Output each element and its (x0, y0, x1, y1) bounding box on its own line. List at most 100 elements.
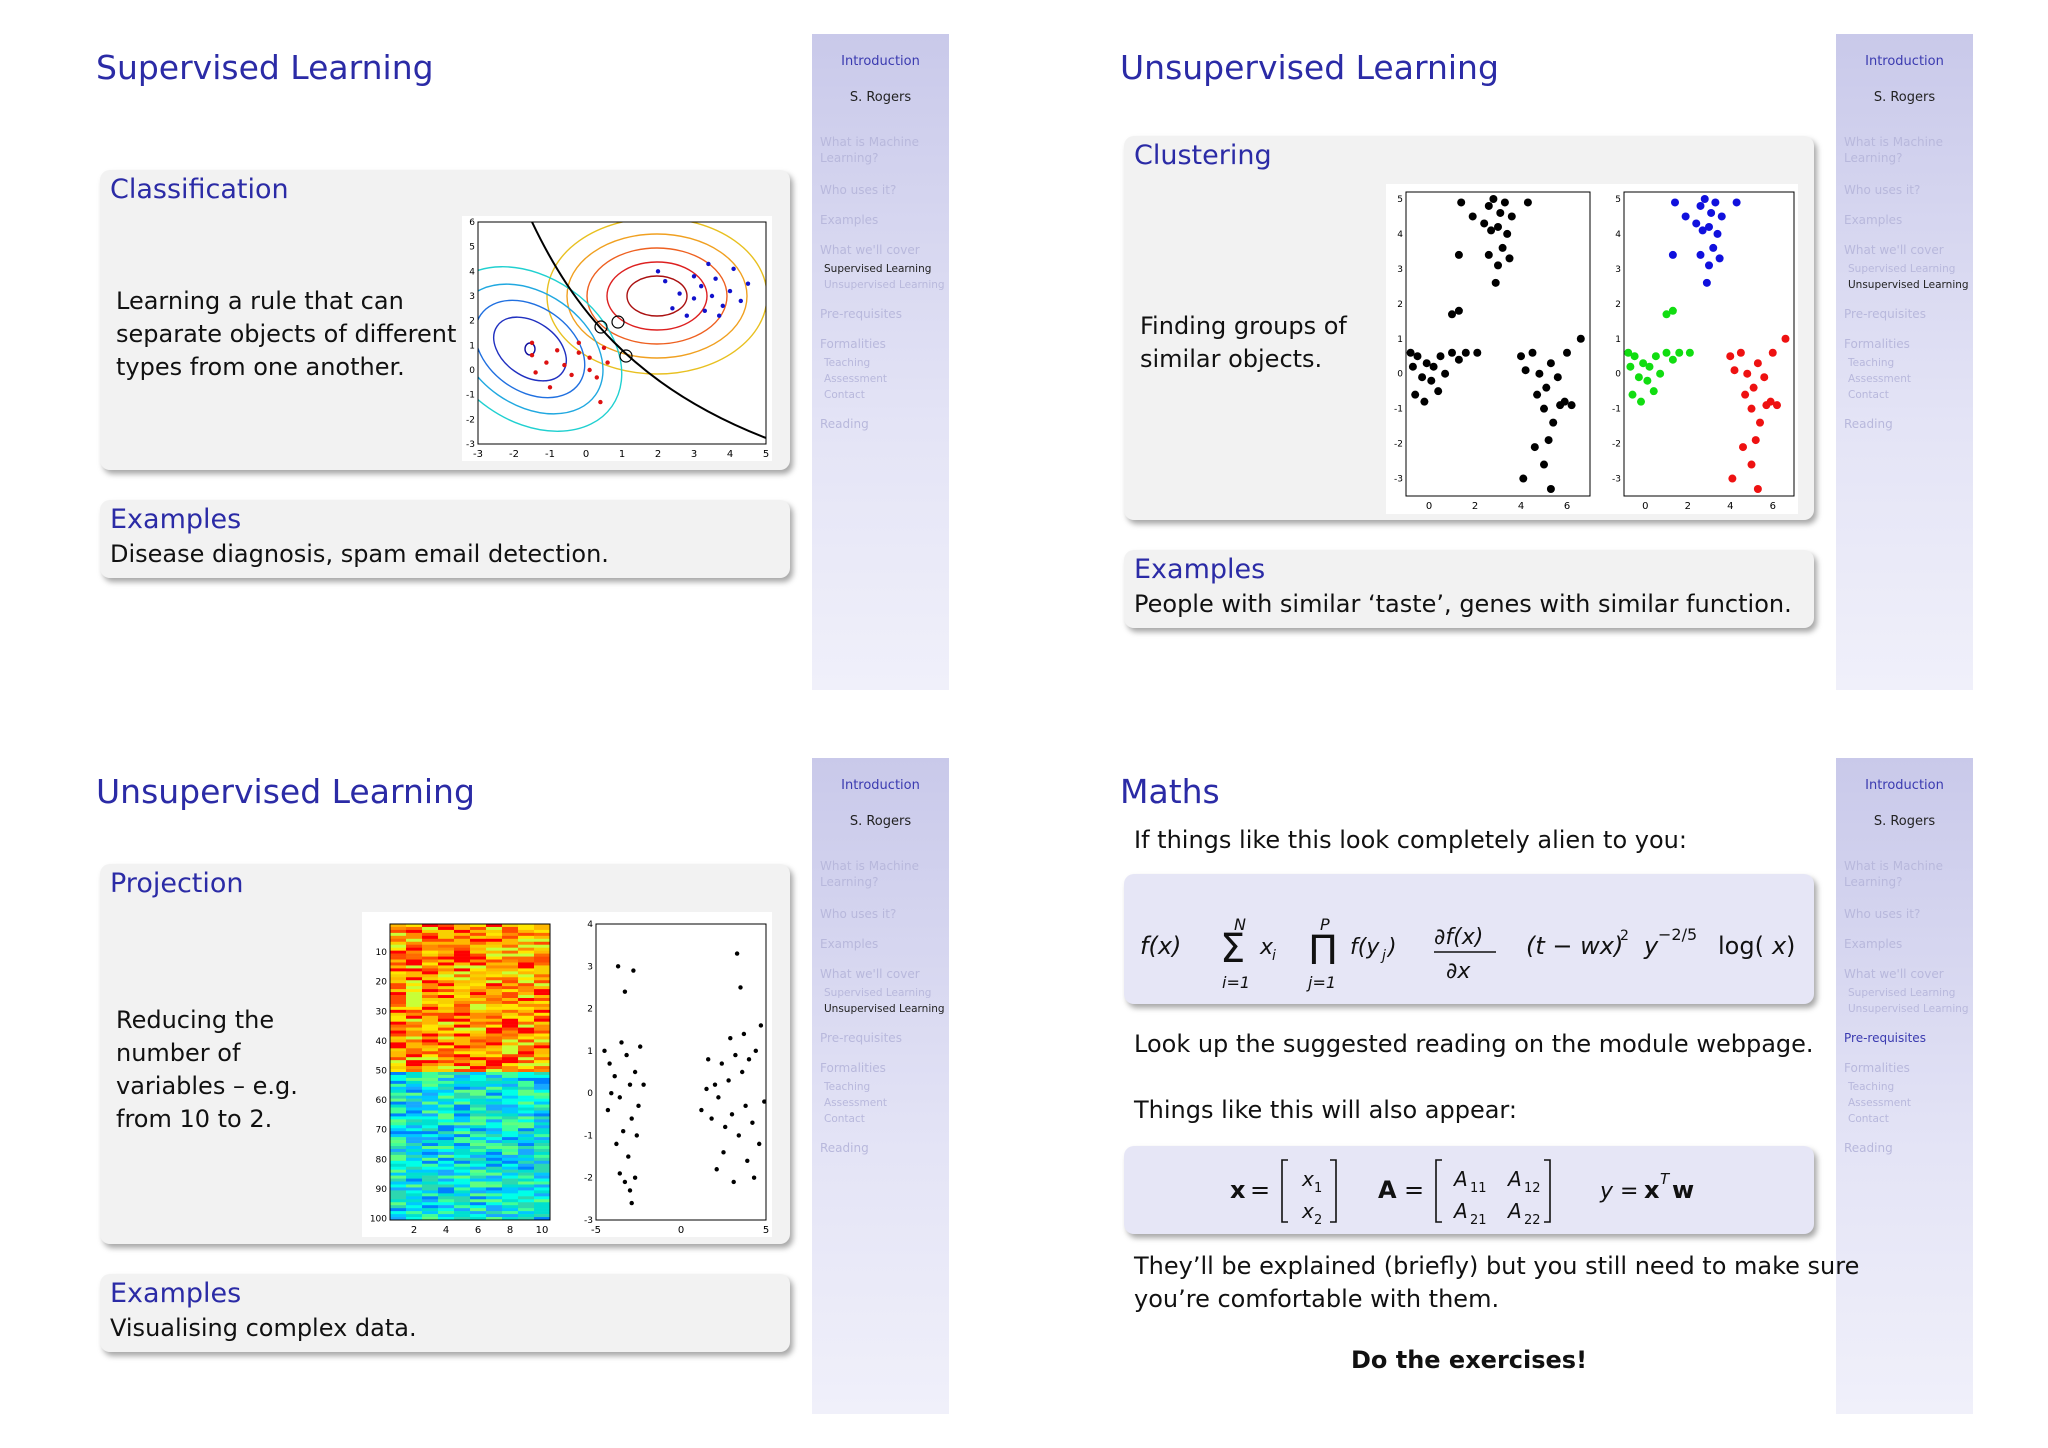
sidebar-item-what-is-ml[interactable]: What is Machine Learning? (1844, 135, 1943, 165)
svg-text:12: 12 (1524, 1181, 1541, 1196)
heatmap-cell (518, 1160, 535, 1165)
data-point (619, 1040, 624, 1045)
sidebar-item-what-is-ml[interactable]: What is Machine Learning? (820, 135, 919, 165)
sidebar-sub-unsupervised[interactable]: Unsupervised Learning (824, 1003, 945, 1015)
heatmap-cell (422, 1054, 439, 1058)
data-point (1773, 401, 1781, 410)
heatmap-cell (438, 1021, 455, 1025)
heatmap-cell (406, 1054, 423, 1058)
sidebar-item-examples[interactable]: Examples (820, 937, 879, 951)
sidebar-item-prereq[interactable]: Pre-requisites (820, 307, 902, 321)
sidebar-intro[interactable]: Introduction (841, 778, 920, 793)
sidebar-sub-teaching[interactable]: Teaching (824, 357, 871, 369)
x-tick-label: 2 (1472, 501, 1478, 512)
sidebar-sub-teaching[interactable]: Teaching (824, 1081, 871, 1093)
sidebar-sub-contact[interactable]: Contact (1848, 389, 1889, 401)
data-point (1749, 383, 1758, 392)
sidebar-item-who-uses[interactable]: Who uses it? (820, 907, 897, 921)
data-point (627, 1082, 633, 1087)
sidebar-sub-contact[interactable]: Contact (1848, 1113, 1889, 1125)
heatmap-cell (454, 1169, 471, 1173)
data-point (1702, 278, 1711, 287)
sidebar-item-examples[interactable]: Examples (1844, 937, 1903, 951)
sidebar-sub-unsupervised[interactable]: Unsupervised Learning (1848, 279, 1969, 291)
sidebar-sub-contact[interactable]: Contact (824, 389, 865, 401)
heatmap-cell (534, 1208, 551, 1212)
heatmap-cell (454, 1113, 471, 1117)
sidebar-item-examples[interactable]: Examples (820, 213, 879, 227)
sidebar-sub-unsupervised[interactable]: Unsupervised Learning (824, 279, 945, 291)
x-tick-label: -3 (473, 449, 483, 460)
heatmap-cell (518, 995, 535, 999)
heatmap-cell (486, 1069, 503, 1073)
sidebar-item-cover[interactable]: What we'll cover (820, 243, 920, 257)
heatmap-cell (518, 953, 535, 957)
sidebar-sub-supervised[interactable]: Supervised Learning (1848, 263, 1956, 275)
heatmap-cell (518, 924, 535, 928)
heatmap-cell (390, 1000, 407, 1005)
sidebar-sub-teaching[interactable]: Teaching (1848, 1081, 1895, 1093)
heatmap-cell (390, 1128, 407, 1132)
heatmap-cell (422, 968, 439, 972)
y-tick-label: 1 (1615, 335, 1621, 345)
data-point (529, 340, 535, 346)
sidebar-item-cover[interactable]: What we'll cover (820, 967, 920, 981)
sidebar-sub-assessment[interactable]: Assessment (1848, 373, 1911, 385)
heatmap-cell (454, 1137, 471, 1141)
heatmap-cell (534, 1024, 551, 1028)
heatmap-cell (470, 1021, 487, 1025)
sidebar-sub-assessment[interactable]: Assessment (824, 373, 887, 385)
heatmap-cell (534, 1060, 551, 1064)
heatmap-cell (390, 1169, 407, 1173)
sidebar-sub-supervised[interactable]: Supervised Learning (824, 263, 932, 275)
heatmap-cell (422, 1063, 439, 1067)
sidebar-sub-contact[interactable]: Contact (824, 1113, 865, 1125)
heatmap-cell (470, 962, 487, 966)
sidebar-sub-supervised[interactable]: Supervised Learning (1848, 987, 1956, 999)
sidebar-item-who-uses[interactable]: Who uses it? (1844, 183, 1921, 197)
heatmap-cell (406, 1157, 423, 1162)
sidebar-item-formalities[interactable]: Formalities (1844, 1061, 1910, 1075)
sidebar-sub-assessment[interactable]: Assessment (824, 1097, 887, 1109)
data-point (1715, 254, 1724, 263)
data-point (762, 1099, 767, 1104)
sidebar-item-cover[interactable]: What we'll cover (1844, 967, 1944, 981)
sidebar-intro[interactable]: Introduction (1865, 778, 1944, 793)
heatmap-cell (454, 924, 471, 928)
sidebar-sub-unsupervised[interactable]: Unsupervised Learning (1848, 1003, 1969, 1015)
examples-title: Examples (110, 504, 242, 535)
sidebar-item-what-is-ml[interactable]: What is Machine Learning? (820, 859, 919, 889)
heatmap-cell (486, 944, 503, 948)
sidebar-item-formalities[interactable]: Formalities (820, 1061, 886, 1075)
sidebar-item-who-uses[interactable]: Who uses it? (1844, 907, 1921, 921)
heatmap-cell (534, 1104, 551, 1108)
sidebar-item-reading[interactable]: Reading (820, 1141, 869, 1155)
sidebar-item-formalities[interactable]: Formalities (1844, 337, 1910, 351)
heatmap-cell (518, 944, 535, 948)
sidebar-item-reading[interactable]: Reading (820, 417, 869, 431)
sidebar-item-who-uses[interactable]: Who uses it? (820, 183, 897, 197)
sidebar-item-reading[interactable]: Reading (1844, 417, 1893, 431)
sidebar-item-examples[interactable]: Examples (1844, 213, 1903, 227)
sidebar-item-what-is-ml[interactable]: What is Machine Learning? (1844, 859, 1943, 889)
sidebar-intro[interactable]: Introduction (841, 54, 920, 69)
sidebar-intro[interactable]: Introduction (1865, 54, 1944, 69)
heatmap-cell (502, 998, 519, 1002)
sidebar-sub-assessment[interactable]: Assessment (1848, 1097, 1911, 1109)
heatmap-cell (390, 1095, 407, 1099)
sidebar-item-reading[interactable]: Reading (1844, 1141, 1893, 1155)
heatmap-cell (438, 1178, 455, 1182)
heatmap-cell (438, 1113, 455, 1117)
sidebar-item-formalities[interactable]: Formalities (820, 337, 886, 351)
heatmap-cell (406, 965, 423, 969)
sidebar-item-prereq[interactable]: Pre-requisites (1844, 307, 1926, 321)
sidebar-item-prereq[interactable]: Pre-requisites (1844, 1031, 1926, 1045)
heatmap-cell (422, 1154, 439, 1159)
sidebar-sub-teaching[interactable]: Teaching (1848, 357, 1895, 369)
sidebar-item-prereq[interactable]: Pre-requisites (820, 1031, 902, 1045)
sidebar-sub-supervised[interactable]: Supervised Learning (824, 987, 932, 999)
heatmap-cell (406, 983, 423, 987)
sidebar-item-cover[interactable]: What we'll cover (1844, 243, 1944, 257)
heatmap-cell (454, 1101, 471, 1105)
heatmap-cell (486, 1199, 503, 1203)
